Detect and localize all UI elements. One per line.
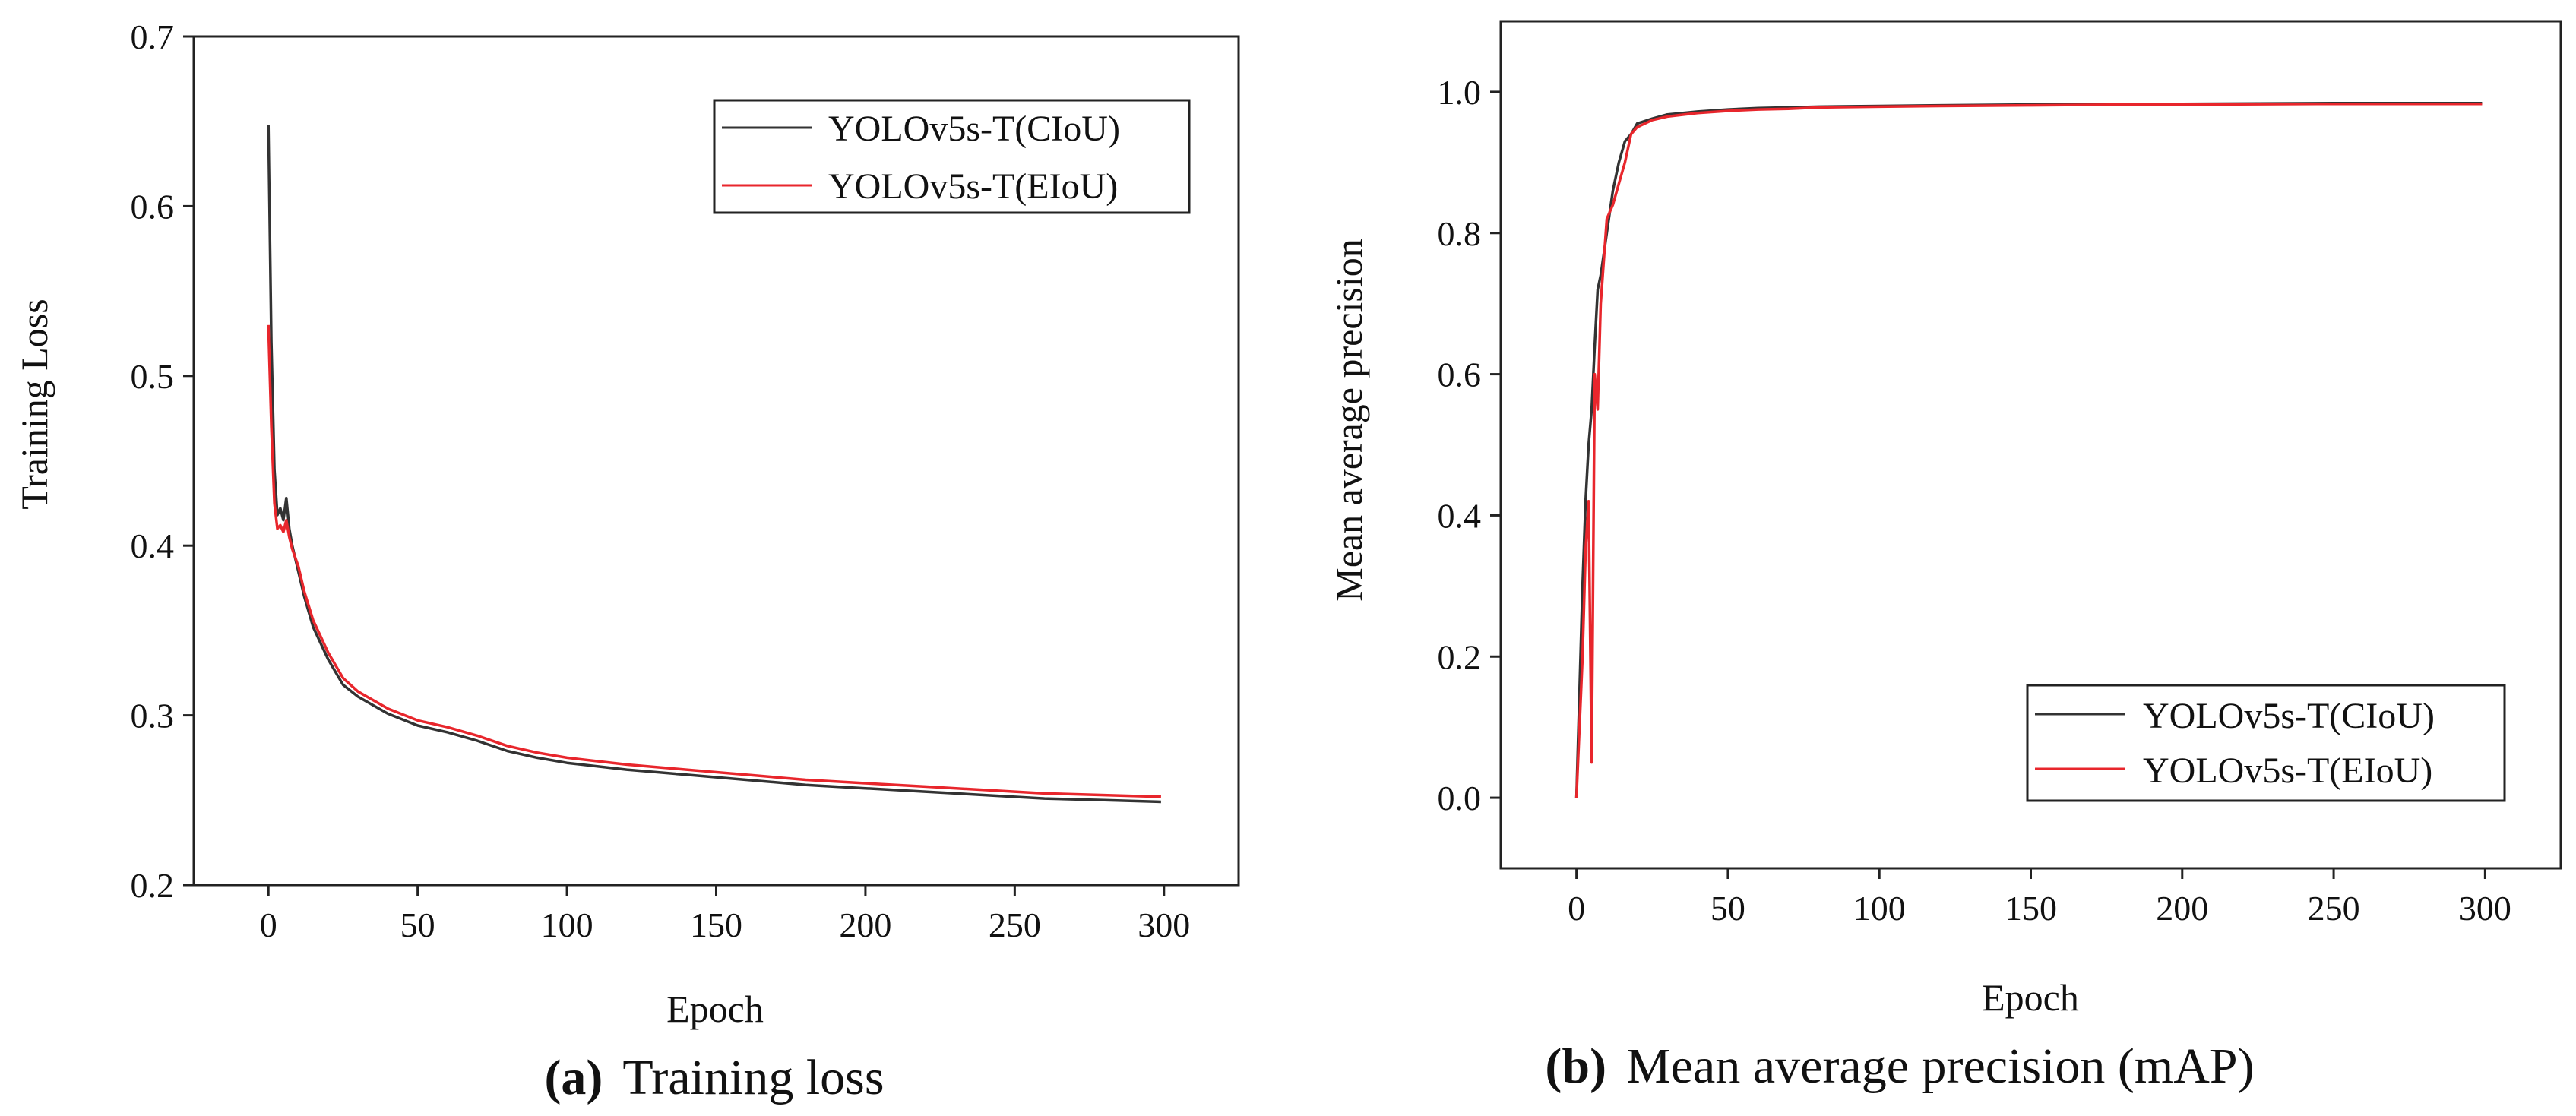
caption-b: (b) Mean average precision (mAP) <box>1545 1039 2254 1094</box>
legend-a: YOLOv5s-T(CIoU) YOLOv5s-T(EIoU) <box>713 99 1191 214</box>
y-tick-label-a-0.5: 0.5 <box>131 357 175 396</box>
y-tick-label-b-0.8: 0.8 <box>1438 214 1482 253</box>
x-tick-label-a-250: 250 <box>989 906 1041 944</box>
y-tick-label-b-0.6: 0.6 <box>1438 356 1482 394</box>
legend-box-a <box>713 99 1191 214</box>
x-tick-label-b-200: 200 <box>2156 889 2208 928</box>
y-tick-label-a-0.4: 0.4 <box>131 526 175 565</box>
y-axis-title-a: Training Loss <box>13 299 55 509</box>
y-tick-label-b-0.2: 0.2 <box>1438 637 1482 676</box>
plot-area-a: 0 50 100 150 200 250 300 0.2 0.3 0.4 0.5 0.6 0.7 <box>131 17 1240 944</box>
caption-tag-a: (a) <box>544 1050 603 1105</box>
caption-tag-b: (b) <box>1545 1039 1606 1094</box>
legend-box-b <box>2026 684 2506 802</box>
x-tick-label-b-150: 150 <box>2005 889 2057 928</box>
x-axis-title-a: Epoch <box>666 988 764 1030</box>
x-tick-label-a-200: 200 <box>839 906 891 944</box>
x-tick-label-b-250: 250 <box>2308 889 2360 928</box>
x-tick-label-a-150: 150 <box>690 906 742 944</box>
x-tick-label-b-300: 300 <box>2459 889 2511 928</box>
panel-a-training-loss: 0 50 100 150 200 250 300 0.2 0.3 0.4 0.5 0.6 0.7 Tra… <box>13 17 1240 1105</box>
x-tick-label-a-100: 100 <box>541 906 593 944</box>
y-axis-title-b: Mean average precision <box>1328 239 1370 602</box>
x-tick-label-b-0: 0 <box>1568 889 1585 928</box>
y-tick-label-a-0.2: 0.2 <box>131 866 175 905</box>
legend-label-a-ciou: YOLOv5s-T(CIoU) <box>828 109 1120 149</box>
x-tick-label-b-100: 100 <box>1853 889 1906 928</box>
x-tick-label-a-0: 0 <box>260 906 277 944</box>
y-tick-label-b-0.4: 0.4 <box>1438 496 1482 535</box>
x-tick-label-b-50: 50 <box>1710 889 1745 928</box>
series-line-a-ciou <box>267 125 1161 804</box>
series-line-a-eiou <box>267 324 1161 798</box>
plot-area-b: 0 50 100 150 200 250 300 0.0 0.2 0.4 0.6 0.8 1.0 <box>1438 20 2562 928</box>
y-tick-label-b-1: 1.0 <box>1438 73 1482 112</box>
x-tick-label-a-300: 300 <box>1138 906 1190 944</box>
caption-text-b: Mean average precision (mAP) <box>1626 1039 2255 1094</box>
y-tick-label-a-0.6: 0.6 <box>131 187 175 226</box>
panel-b-mean-average-precision: 0 50 100 150 200 250 300 0.0 0.2 0.4 0.6 0.8 1.0 Mea… <box>1328 20 2562 1094</box>
legend-label-b-ciou: YOLOv5s-T(CIoU) <box>2143 696 2435 736</box>
y-tick-label-a-0.3: 0.3 <box>131 697 175 735</box>
legend-label-a-eiou: YOLOv5s-T(EIoU) <box>828 166 1118 207</box>
y-tick-label-a-0.7: 0.7 <box>131 17 175 56</box>
x-tick-label-a-50: 50 <box>400 906 435 944</box>
x-axis-title-b: Epoch <box>1982 976 2079 1019</box>
caption-text-a: Training loss <box>622 1050 884 1105</box>
caption-a: (a) Training loss <box>544 1050 884 1105</box>
legend-b: YOLOv5s-T(CIoU) YOLOv5s-T(EIoU) <box>2026 684 2506 802</box>
legend-label-b-eiou: YOLOv5s-T(EIoU) <box>2143 751 2432 791</box>
series-line-b-eiou <box>1574 102 2483 798</box>
y-tick-label-b-0: 0.0 <box>1438 779 1482 817</box>
